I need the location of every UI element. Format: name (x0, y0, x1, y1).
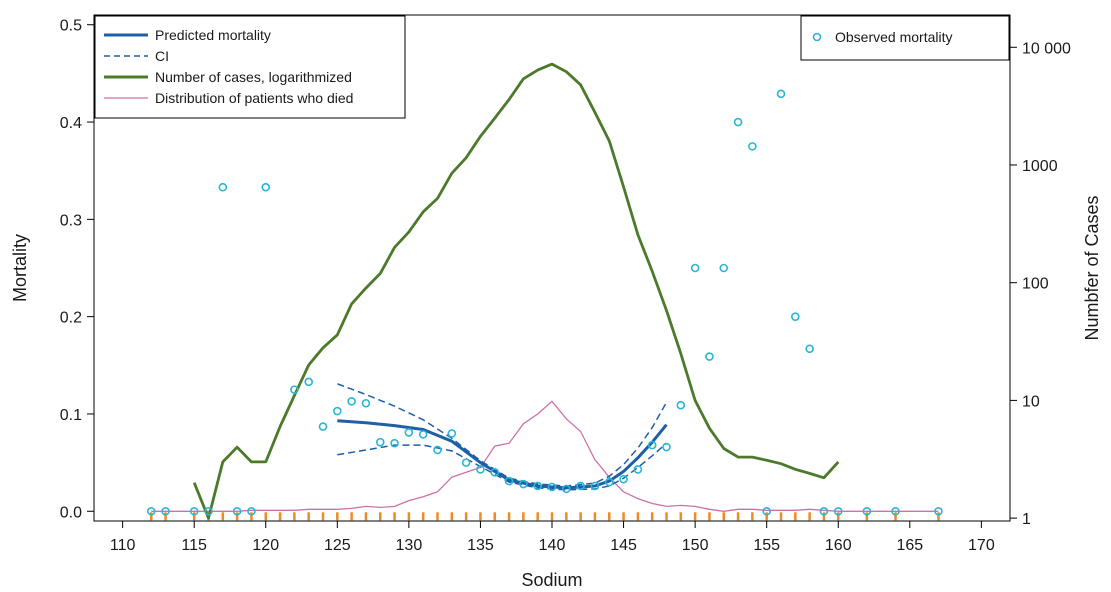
observed-point (806, 345, 813, 352)
y2-tick-label: 1000 (1022, 158, 1058, 175)
observed-point (262, 184, 269, 191)
x-tick-label: 130 (396, 537, 423, 554)
x-tick-label: 135 (467, 537, 494, 554)
x-tick-label: 115 (181, 537, 207, 554)
x-tick-label: 120 (252, 537, 279, 554)
observed-point (749, 143, 756, 150)
observed-point (735, 119, 742, 126)
y2-axis-label: Numbfer of Cases (1082, 195, 1102, 340)
legend-label-distribution: Distribution of patients who died (155, 90, 353, 106)
legend-label-predicted: Predicted mortality (155, 27, 271, 43)
x-tick-label: 145 (610, 537, 637, 554)
x-tick-label: 155 (753, 537, 780, 554)
series-ci-upper-line (337, 384, 666, 486)
observed-point (377, 439, 384, 446)
observed-point (778, 90, 785, 97)
x-axis-label: Sodium (521, 570, 582, 590)
series-predicted-line (337, 421, 666, 488)
y-tick-label: 0.1 (60, 407, 82, 424)
observed-point (420, 431, 427, 438)
observed-point (463, 459, 470, 466)
observed-point (692, 265, 699, 272)
observed-point (362, 400, 369, 407)
observed-point (305, 378, 312, 385)
y2-tick-label: 10 (1022, 393, 1040, 410)
y-tick-label: 0.2 (60, 310, 82, 327)
legend-observed: Observed mortality (801, 16, 1009, 60)
legend-label-observed: Observed mortality (835, 29, 952, 45)
y-tick-label: 0.4 (60, 115, 82, 132)
x-tick-label: 160 (825, 537, 852, 554)
observed-point (334, 408, 341, 415)
observed-point (677, 402, 684, 409)
series-ci-lower-line (337, 443, 666, 490)
x-tick-label: 140 (539, 537, 566, 554)
y-tick-label: 0.3 (60, 212, 82, 229)
series-cases-line (194, 64, 838, 518)
observed-point (792, 313, 799, 320)
y2-tick-label: 100 (1022, 276, 1049, 293)
observed-point (348, 398, 355, 405)
legend-main: Predicted mortality CI Number of cases, … (95, 16, 405, 118)
observed-point (720, 265, 727, 272)
data-layer (148, 64, 942, 520)
legend-label-cases: Number of cases, logarithmized (155, 69, 352, 85)
x-tick-label: 165 (896, 537, 923, 554)
y-tick-label: 0.0 (60, 504, 82, 521)
observed-point (405, 429, 412, 436)
x-tick-label: 150 (682, 537, 709, 554)
legend-label-ci: CI (155, 48, 169, 64)
x-tick-label: 170 (968, 537, 995, 554)
y-axis-label: Mortality (10, 234, 30, 302)
observed-point (706, 353, 713, 360)
observed-point (320, 423, 327, 430)
observed-point (219, 184, 226, 191)
y2-tick-label: 10 000 (1022, 40, 1071, 57)
observed-point (663, 444, 670, 451)
x-tick-label: 110 (110, 537, 136, 554)
y-tick-label: 0.5 (60, 18, 82, 35)
x-tick-label: 125 (324, 537, 351, 554)
observed-point (620, 476, 627, 483)
observed-point (448, 430, 455, 437)
y2-tick-label: 1 (1022, 511, 1031, 528)
